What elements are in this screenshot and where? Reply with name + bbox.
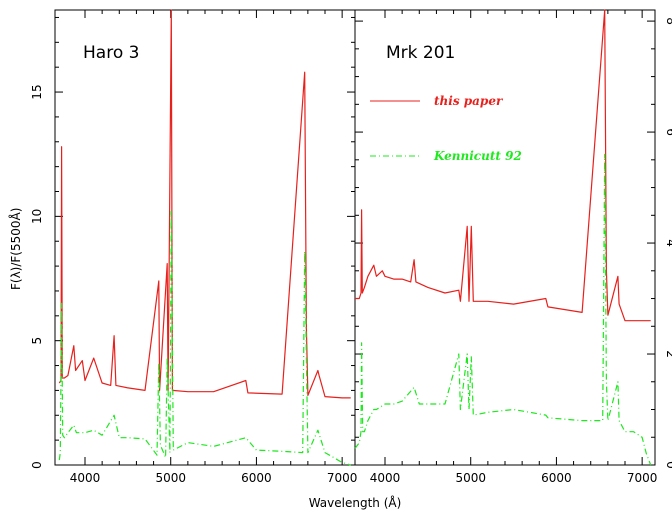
right-panel-title: Mrk 201 [386, 43, 455, 63]
x-tick-label: 6000 [241, 471, 272, 485]
y-tick-label: 5 [30, 337, 44, 345]
y-tick-label-right: 6 [664, 128, 672, 136]
y-axis-title: F(λ)/F(5500Å) [8, 208, 23, 290]
legend-label-kennicutt: Kennicutt 92 [433, 149, 522, 163]
legend: this paper Kennicutt 92 [370, 94, 522, 163]
legend-label-this-paper: this paper [434, 94, 504, 108]
series-line-kennicutt-92 [58, 210, 351, 466]
left-panel-ticks: 4000 5000 6000 7000 0 5 10 15 [30, 10, 357, 485]
x-tick-label: 4000 [370, 471, 401, 485]
series-line-this-paper [58, 9, 351, 399]
y-tick-label: 10 [30, 209, 44, 224]
y-tick-label: 15 [30, 84, 44, 99]
series-line-this-paper [355, 9, 651, 322]
x-tick-label: 7000 [327, 471, 358, 485]
x-axis-title: Wavelength (Å) [309, 495, 402, 510]
y-tick-label-right: 8 [664, 17, 672, 25]
right-panel-frame [354, 9, 656, 466]
y-tick-label-right: 0 [664, 461, 672, 469]
right-panel-series [354, 9, 652, 466]
left-panel-title: Haro 3 [83, 43, 139, 63]
left-panel-frame [54, 9, 356, 466]
x-tick-label: 4000 [70, 471, 101, 485]
x-tick-label: 5000 [155, 471, 186, 485]
x-tick-label: 6000 [541, 471, 572, 485]
y-tick-label: 0 [30, 461, 44, 469]
x-tick-label: 7000 [627, 471, 658, 485]
right-panel-ticks: 4000 5000 6000 7000 0 2 4 6 8 [355, 10, 672, 485]
x-tick-label: 5000 [455, 471, 486, 485]
y-tick-label-right: 4 [664, 239, 672, 247]
series-line-kennicutt-92 [354, 153, 652, 466]
left-panel-series [58, 9, 351, 466]
y-tick-label-right: 2 [664, 350, 672, 358]
